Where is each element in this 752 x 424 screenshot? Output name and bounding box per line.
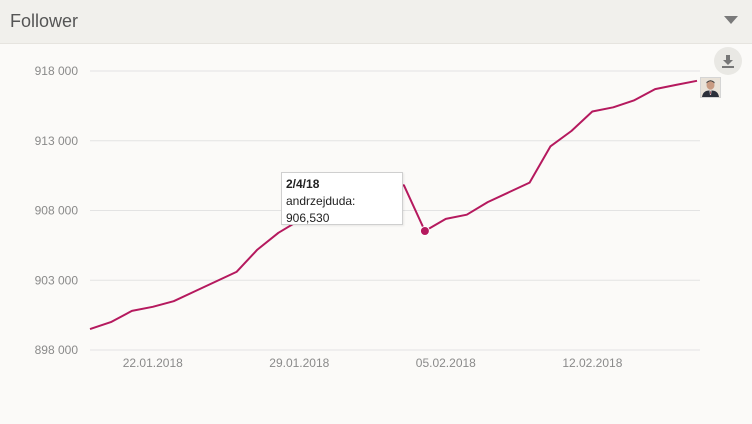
y-tick-label: 898 000 <box>35 343 79 357</box>
tooltip-series-name: andrzejduda: <box>286 194 356 208</box>
panel-header: Follower <box>0 0 752 44</box>
chevron-down-icon[interactable] <box>724 16 738 24</box>
tooltip-date: 2/4/18 <box>286 177 320 191</box>
line-chart: 898 000 903 000 908 000 913 000 918 000 22.0… <box>35 64 700 370</box>
download-icon <box>722 55 734 68</box>
chart-tooltip: 2/4/18 andrzejduda: 906,530 <box>281 172 403 225</box>
x-tick-label: 29.01.2018 <box>269 356 329 370</box>
x-tick-label: 05.02.2018 <box>416 356 476 370</box>
tooltip-value: 906,530 <box>286 211 330 225</box>
y-tick-label: 908 000 <box>35 204 79 218</box>
panel-title: Follower <box>10 11 79 31</box>
avatar-portrait <box>701 78 720 97</box>
x-tick-label: 12.02.2018 <box>562 356 622 370</box>
highlight-point <box>419 226 430 237</box>
chart-grid <box>90 70 700 351</box>
y-tick-label: 903 000 <box>35 273 79 287</box>
x-axis-ticks: 22.01.2018 29.01.2018 05.02.2018 12.02.2018 <box>123 356 623 370</box>
y-axis-ticks: 898 000 903 000 908 000 913 000 918 000 <box>35 64 79 357</box>
y-tick-label: 918 000 <box>35 64 79 78</box>
x-tick-label: 22.01.2018 <box>123 356 183 370</box>
avatar[interactable] <box>700 77 721 98</box>
y-tick-label: 913 000 <box>35 134 79 148</box>
download-button[interactable] <box>714 47 742 75</box>
